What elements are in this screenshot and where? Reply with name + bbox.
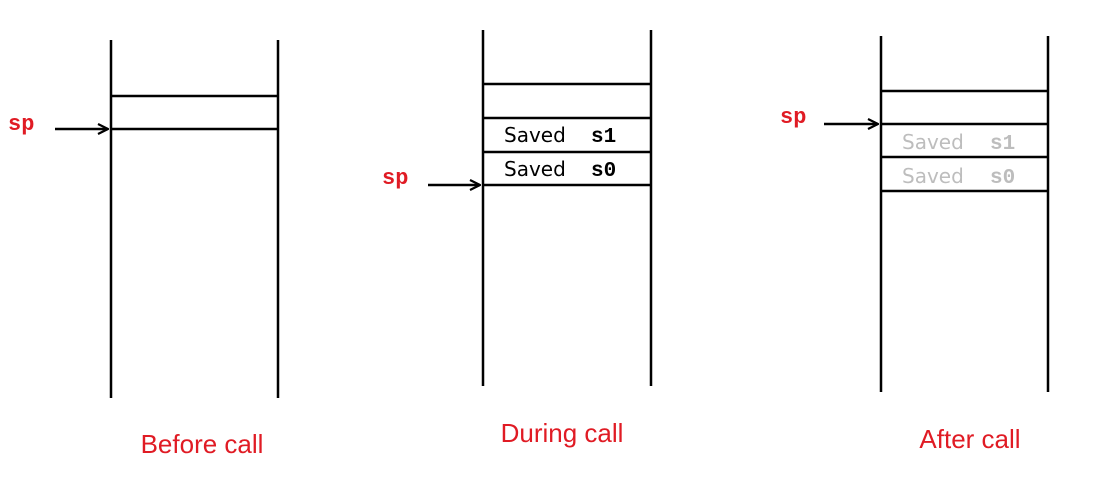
stack-during-call: Saved s1 Saved s0 sp During call (382, 30, 653, 448)
slot-register: s1 (990, 133, 1015, 156)
slot-word: Saved (504, 123, 566, 147)
slot-word: Saved (504, 157, 566, 181)
stack-before-call: sp Before call (8, 40, 280, 459)
diagram-caption: Before call (141, 429, 264, 459)
slot-register: s0 (990, 167, 1015, 190)
stack-slot-saved-s0: Saved s0 (504, 157, 616, 183)
stack-slot-saved-s1: Saved s1 (504, 123, 616, 149)
stack-after-call: Saved s1 Saved s0 sp After call (780, 36, 1050, 454)
diagram-caption: After call (919, 424, 1020, 454)
stack-slot-saved-s0: Saved s0 (902, 164, 1015, 190)
sp-label: sp (382, 166, 408, 191)
slot-word: Saved (902, 164, 964, 188)
sp-label: sp (780, 105, 806, 130)
slot-word: Saved (902, 130, 964, 154)
slot-register: s1 (591, 126, 616, 149)
sp-label: sp (8, 112, 34, 137)
diagram-caption: During call (501, 418, 624, 448)
stack-slot-saved-s1: Saved s1 (902, 130, 1015, 156)
slot-register: s0 (591, 160, 616, 183)
